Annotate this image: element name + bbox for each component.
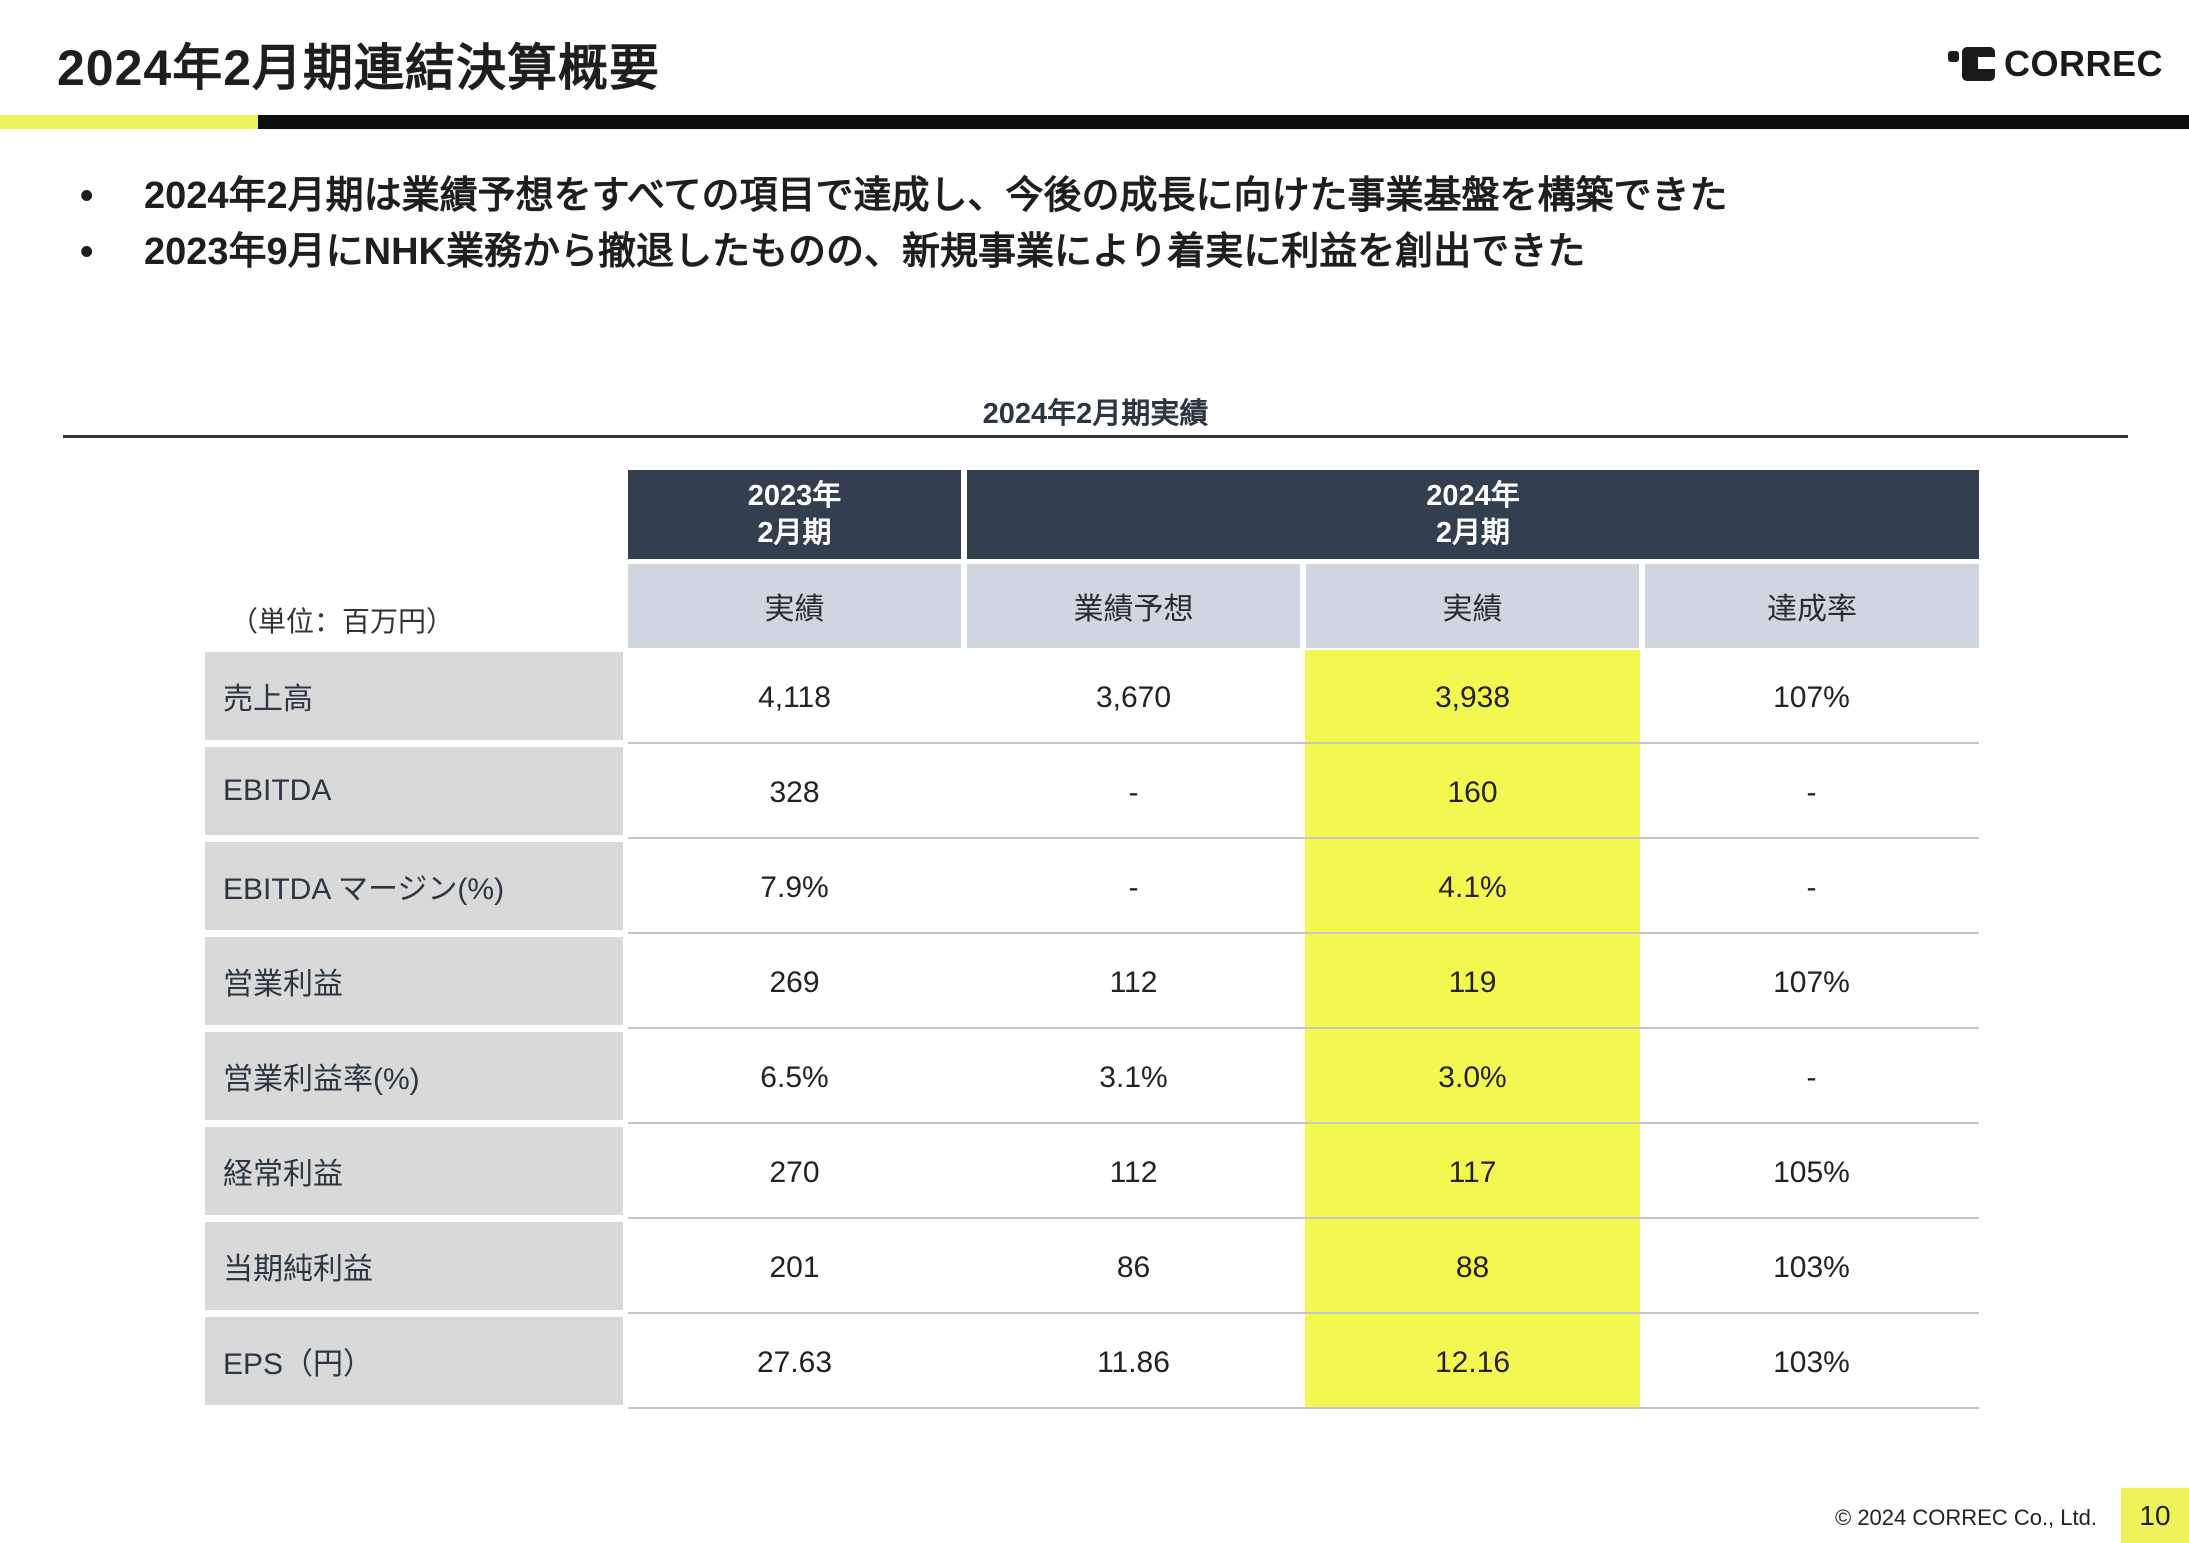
- logo-text: CORREC: [2004, 43, 2164, 84]
- table-cell: -: [1806, 775, 1817, 809]
- table-cell: 86: [1116, 1250, 1151, 1284]
- bullet-text: 2023年9月にNHK業務から撤退したものの、新規事業により着実に利益を創出でき…: [144, 231, 1586, 273]
- copyright: © 2024 CORREC Co., Ltd.: [1835, 1505, 2097, 1530]
- row-separator: [628, 1122, 1979, 1124]
- group-header-line: 2023年: [747, 479, 842, 512]
- table-cell: -: [1128, 775, 1139, 809]
- table-cell: 3.0%: [1438, 1060, 1507, 1094]
- table-cell: 105%: [1773, 1155, 1850, 1189]
- row-label: 営業利益率(%): [205, 1032, 623, 1120]
- bullet-item: • 2024年2月期は業績予想をすべての項目で達成し、今後の成長に向けた事業基盤…: [80, 168, 1728, 224]
- table-cell: 27.63: [756, 1345, 833, 1379]
- row-separator: [628, 1027, 1979, 1029]
- group-header-2024: 2024年 2月期: [967, 470, 1979, 559]
- row-label: 経常利益: [205, 1127, 623, 1215]
- table-cell: -: [1128, 870, 1139, 904]
- table-cell: 6.5%: [760, 1060, 829, 1094]
- table-cell: 107%: [1773, 680, 1850, 714]
- row-separator: [628, 1407, 1979, 1409]
- table-cell: 12.16: [1434, 1345, 1511, 1379]
- bullet-marker: •: [80, 175, 94, 217]
- table-cell: 4,118: [758, 680, 831, 714]
- subheader-forecast: 業績予想: [967, 564, 1300, 648]
- summary-bullets: • 2024年2月期は業績予想をすべての項目で達成し、今後の成長に向けた事業基盤…: [80, 168, 1728, 280]
- table-cell: 7.9%: [760, 870, 829, 904]
- correc-logo-icon: [1948, 47, 1998, 81]
- table-cell: 3.1%: [1099, 1060, 1168, 1094]
- section-title: 2024年2月期実績: [982, 398, 1209, 430]
- table-cell: 103%: [1773, 1250, 1850, 1284]
- bullet-marker: •: [80, 231, 94, 273]
- table-cell: 117: [1448, 1155, 1497, 1189]
- table-cell: 201: [769, 1250, 820, 1284]
- table-cell: 269: [769, 965, 820, 999]
- table-cell: 103%: [1773, 1345, 1850, 1379]
- row-separator: [628, 932, 1979, 934]
- row-label: 売上高: [205, 652, 623, 740]
- table-cell: 107%: [1773, 965, 1850, 999]
- table-cell: 4.1%: [1438, 870, 1507, 904]
- row-label: EBITDA: [205, 747, 623, 835]
- table-cell: 3,670: [1095, 680, 1172, 714]
- page-number: 10: [2121, 1488, 2189, 1543]
- group-header-line: 2月期: [1435, 516, 1511, 549]
- page-title: 2024年2月期連結決算概要: [57, 40, 661, 96]
- table-cell: 112: [1109, 1155, 1158, 1189]
- row-separator: [628, 1217, 1979, 1219]
- group-header-2023: 2023年 2月期: [628, 470, 961, 559]
- row-separator: [628, 1312, 1979, 1314]
- row-separator: [628, 742, 1979, 744]
- row-label: EBITDA マージン(%): [205, 842, 623, 930]
- correc-logo: CORREC: [1948, 43, 2164, 84]
- bullet-item: • 2023年9月にNHK業務から撤退したものの、新規事業により着実に利益を創出…: [80, 224, 1728, 280]
- row-separator: [628, 837, 1979, 839]
- table-cell: 270: [769, 1155, 820, 1189]
- row-label: EPS（円）: [205, 1317, 623, 1405]
- subheader-actual-2024: 実績: [1306, 564, 1639, 648]
- unit-label: （単位：百万円）: [230, 606, 455, 637]
- table-cell: -: [1806, 1060, 1817, 1094]
- table-cell: 160: [1447, 775, 1498, 809]
- table-cell: 88: [1455, 1250, 1490, 1284]
- table-cell: 328: [769, 775, 820, 809]
- subheader-achievement-rate: 達成率: [1645, 564, 1979, 648]
- group-header-line: 2024年: [1426, 479, 1520, 512]
- bullet-text: 2024年2月期は業績予想をすべての項目で達成し、今後の成長に向けた事業基盤を構…: [144, 175, 1728, 217]
- row-label: 営業利益: [205, 937, 623, 1025]
- subheader-actual-2023: 実績: [628, 564, 961, 648]
- header-rule-accent: [0, 115, 258, 129]
- row-label: 当期純利益: [205, 1222, 623, 1310]
- section-divider: [63, 435, 2128, 438]
- header-rule: [258, 115, 2189, 129]
- table-cell: -: [1806, 870, 1817, 904]
- table-cell: 11.86: [1097, 1345, 1170, 1379]
- table-cell: 119: [1448, 965, 1497, 999]
- table-cell: 112: [1109, 965, 1158, 999]
- table-cell: 3,938: [1434, 680, 1511, 714]
- group-header-line: 2月期: [757, 516, 832, 549]
